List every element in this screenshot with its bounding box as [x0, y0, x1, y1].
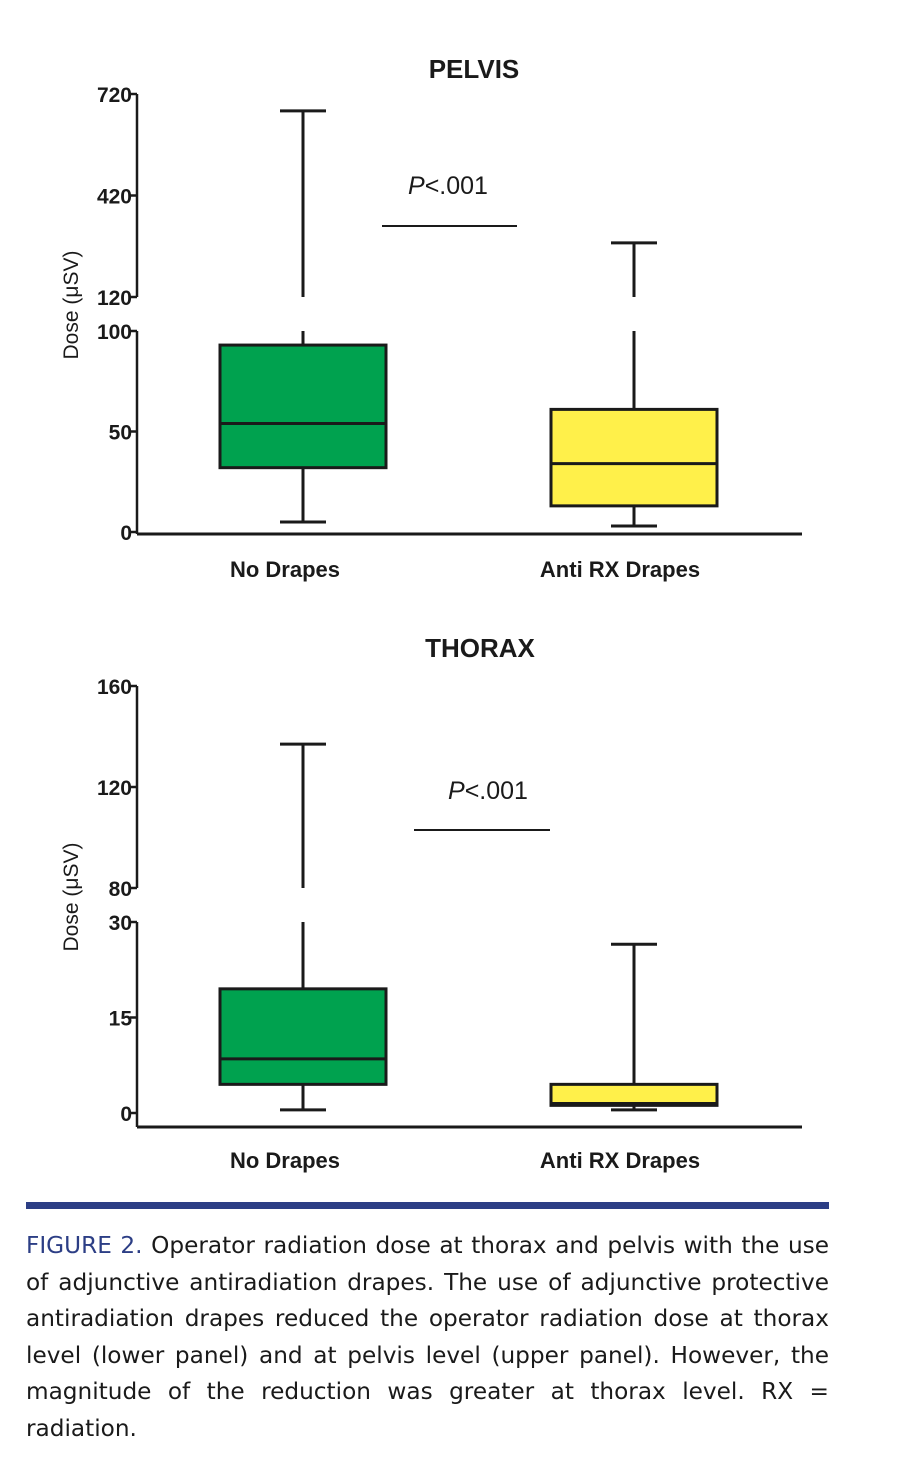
p0-category-label-1: Anti RX Drapes — [540, 557, 700, 582]
p1-p-value-label: P<.001 — [448, 777, 528, 805]
p0-box-1-iqr-rect — [549, 407, 719, 508]
p0-p-value-label: P<.001 — [408, 172, 488, 200]
p1-tick-label-lower-1: 15 — [109, 1008, 133, 1031]
p1-tick-label-upper-2: 160 — [97, 676, 132, 699]
p0-tick-label-upper-2: 720 — [97, 84, 132, 107]
p1-category-label-1: Anti RX Drapes — [540, 1148, 700, 1173]
p1-tick-label-upper-1: 120 — [97, 777, 132, 800]
p1-tick-label-upper-0: 80 — [109, 878, 132, 901]
p0-tick-label-lower-2: 100 — [97, 321, 132, 344]
p0-y-axis-label: Dose (μSV) — [60, 251, 83, 360]
p1-box-1-iqr-rect — [549, 1082, 719, 1107]
p0-box-0-iqr-rect — [218, 343, 388, 470]
caption-divider — [26, 1202, 829, 1209]
p0-tick-label-lower-1: 50 — [109, 422, 132, 445]
p1-y-axis-label: Dose (μSV) — [60, 843, 83, 952]
p0-tick-label-upper-0: 120 — [97, 287, 132, 310]
caption-lead: FIGURE 2. — [26, 1232, 143, 1259]
p1-chart-title: THORAX — [425, 633, 535, 663]
figure-charts: PELVIS Dose (μSV) 0 50 100 120 420 720 No Drapes… — [60, 54, 802, 1173]
figure-caption: FIGURE 2. Operator radiation dose at tho… — [26, 1228, 829, 1448]
p1-tick-label-lower-2: 30 — [109, 912, 132, 935]
p0-chart-title: PELVIS — [429, 54, 520, 84]
p0-tick-label-upper-1: 420 — [97, 186, 132, 209]
p0-tick-label-lower-0: 0 — [120, 522, 132, 545]
p1-category-label-0: No Drapes — [230, 1148, 340, 1173]
caption-text: Operator radiation dose at thorax and pe… — [26, 1232, 829, 1442]
p0-category-label-0: No Drapes — [230, 557, 340, 582]
p1-box-0-iqr-rect — [218, 987, 388, 1086]
p1-tick-label-lower-0: 0 — [120, 1103, 132, 1126]
